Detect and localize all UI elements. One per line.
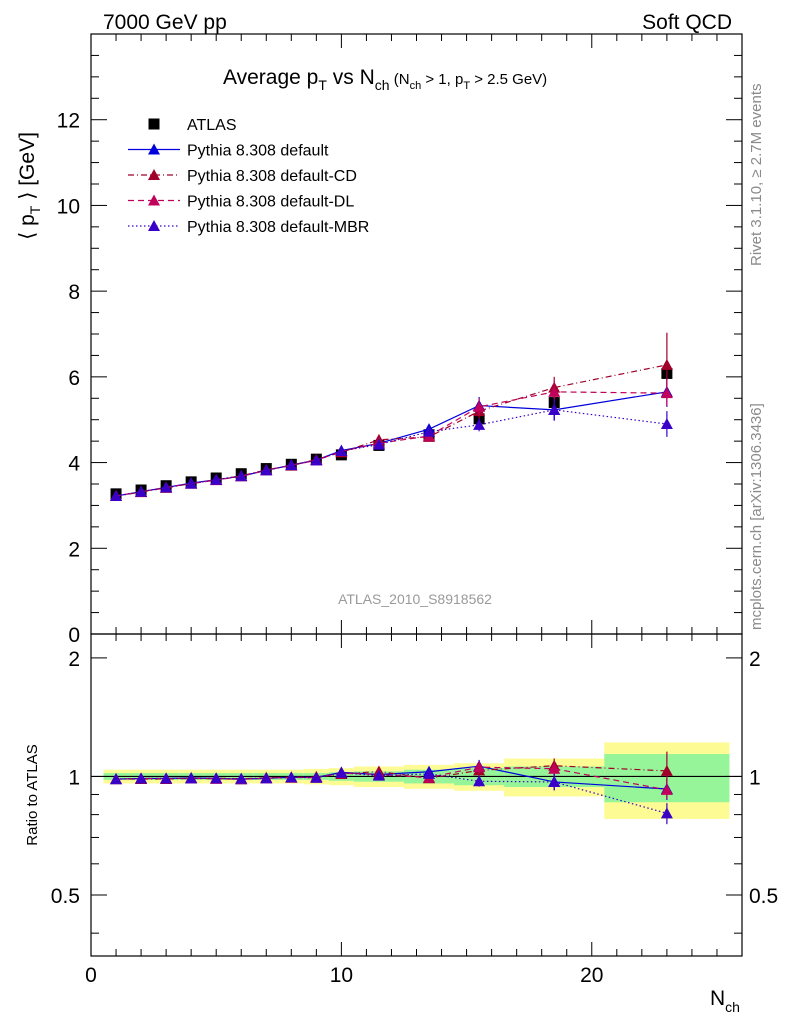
y-tick-label: 8 [68,281,80,304]
series-point [660,764,673,776]
legend-label: Pythia 8.308 default [187,143,329,160]
x-tick-label: 20 [580,964,603,987]
series-line [115,391,667,497]
series-point [473,761,486,773]
series-point [135,485,148,497]
series-point [423,425,436,437]
ratio-tick-label: 1 [749,766,761,789]
series-point [285,771,298,783]
series-point [660,783,673,795]
series-point [148,118,160,130]
legend-item: Pythia 8.308 default-MBR [128,219,369,236]
series-point [660,807,673,819]
rivet-version-label: Rivet 3.1.10, ≥ 2.7M events [748,84,765,267]
legend-item: ATLAS [148,117,237,134]
series-point [110,490,123,501]
series-point [473,775,486,787]
series-point [660,387,673,399]
series-point [148,194,160,206]
legend-label: Pythia 8.308 default-DL [187,194,354,211]
series-point [423,767,436,779]
series-point [660,358,673,370]
series-group [110,367,673,500]
ratio-y-axis-label: Ratio to ATLAS [24,744,41,845]
series-point [372,769,385,781]
mcplots-label: mcplots.cern.ch [arXiv:1306.3436] [748,403,765,630]
series-point [235,772,248,784]
ratio-series-group [110,766,673,825]
series-point [148,220,160,231]
legend-label: ATLAS [187,117,237,134]
legend-item: Pythia 8.308 default-CD [128,168,357,185]
series-point [160,481,173,493]
ratio-tick-label: 0.5 [749,885,778,908]
series-point [185,477,198,489]
y-tick-label: 10 [57,195,80,218]
series-point [548,385,561,397]
series-point [260,464,273,476]
legend-item: Pythia 8.308 default-DL [128,194,354,211]
series-group [110,376,673,501]
series-point [210,473,223,485]
y-tick-label: 0 [68,624,80,647]
series-point [160,772,173,784]
ratio-tick-label: 2 [68,648,80,671]
ratio-series-line [116,765,667,780]
series-point [548,403,561,415]
series-line [115,391,667,497]
analysis-label: ATLAS_2010_S8918562 [338,591,492,607]
y-axis-label: ⟨ pT ⟩ [GeV] [16,132,43,240]
legend-label: Pythia 8.308 default-CD [187,168,357,185]
y-tick-label: 6 [68,367,80,390]
legend-item: Pythia 8.308 default [128,143,329,160]
series-point [548,775,561,787]
series-point [548,762,561,774]
series-point [110,773,123,785]
header-right-label: Soft QCD [642,11,732,34]
series-point [335,766,348,778]
legend-label: Pythia 8.308 default-MBR [187,219,369,236]
y-tick-label: 12 [57,110,80,133]
series-point [135,772,148,784]
series-point [285,459,298,471]
ratio-tick-label: 2 [749,648,761,671]
series-point [473,400,486,412]
series-line [115,364,668,497]
series-point [310,454,323,466]
series-point [148,143,160,155]
series-point [210,772,223,784]
series-point [473,418,486,430]
series-point [260,772,273,784]
x-tick-label: 0 [85,964,97,987]
series-point [235,469,248,481]
series-point [372,438,385,450]
series-group [110,332,673,501]
header-left-label: 7000 GeV pp [103,11,227,34]
x-tick-label: 10 [330,964,353,987]
chart-title: Average pT vs Nch (Nch > 1, pT > 2.5 GeV… [223,66,547,93]
ratio-tick-label: 0.5 [51,885,80,908]
series-point [185,772,198,784]
ratio-plot-frame [90,633,743,957]
series-point [335,445,348,456]
series-group [110,399,673,501]
series-point [310,771,323,783]
y-tick-label: 4 [68,453,80,476]
ratio-tick-label: 1 [68,766,80,789]
series-point [148,169,160,180]
x-axis-label: Nch [710,987,740,1015]
y-tick-label: 2 [68,538,80,561]
series-point [660,418,673,429]
